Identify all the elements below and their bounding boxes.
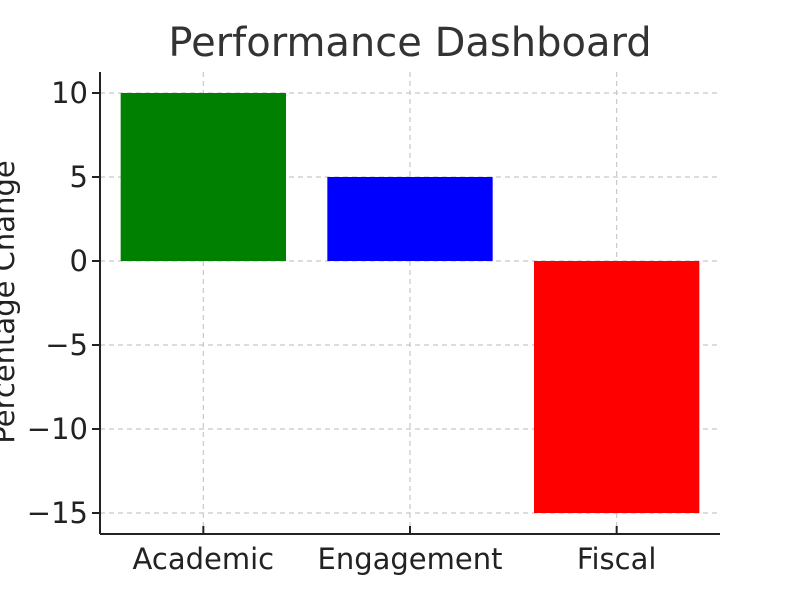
y-tick-label: −10: [27, 412, 88, 446]
bar-engagement: [327, 177, 493, 261]
x-tick-label: Academic: [133, 542, 275, 576]
axes: [92, 72, 720, 535]
bar-fiscal: [534, 261, 700, 513]
x-tick-label: Engagement: [318, 542, 503, 576]
y-tick-label: 5: [70, 160, 88, 194]
tick-labels: −15 −10 −5 0 5 10 Academic Engagement Fiscal: [27, 76, 657, 576]
x-tick-label: Fiscal: [577, 542, 657, 576]
bars: [120, 93, 700, 513]
chart-title: Performance Dashboard: [168, 20, 651, 66]
y-tick-label: 10: [51, 76, 88, 110]
y-tick-label: 0: [70, 244, 88, 278]
y-axis-label: Percentage Change: [0, 160, 21, 443]
y-tick-label: −15: [27, 496, 88, 530]
y-tick-label: −5: [45, 328, 88, 362]
bar-academic: [120, 93, 287, 261]
